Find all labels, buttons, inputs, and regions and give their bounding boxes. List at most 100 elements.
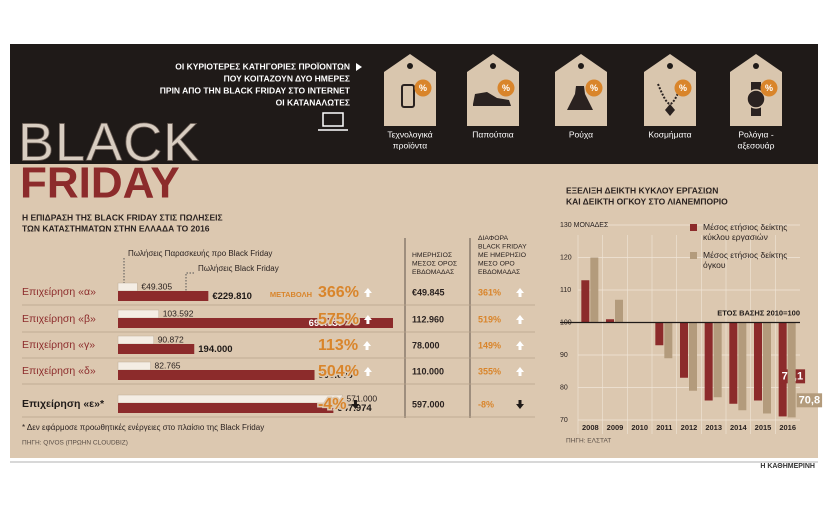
column-value: 149% [478,340,501,350]
icon [567,86,593,110]
badge-text: % [502,83,510,93]
legend-label: Πωλήσεις Παρασκευής προ Black Friday [128,249,272,258]
product: % Ρούχα [555,54,607,139]
intro-line: ΠΟΥ ΚΟΙΤΑΖΟΥΝ ΔΥΟ ΗΜΕΡΕΣ [224,73,350,83]
intro-line: ΟΙ ΚΥΡΙΟΤΕΡΕΣ ΚΑΤΗΓΟΡΙΕΣ ΠΡΟΪΟΝΤΩΝ [175,61,350,71]
bar [713,322,722,398]
logo-black: BLACK [18,112,200,172]
bar [754,322,762,401]
product-label: Τεχνολογικά [387,129,432,139]
x-tick-label: 2012 [681,423,698,432]
legend-swatch [690,252,697,259]
column-header: ΕΒΔΟΜΑΔΑΣ [478,269,520,276]
x-tick-label: 2016 [779,423,796,432]
tag-hole [490,63,496,69]
laptop-icon [318,112,348,131]
row-label: Επιχείρηση «γ» [22,339,95,351]
row-label: Επιχείρηση «α» [22,286,96,298]
column-header: ΕΒΔΟΜΑΔΑΣ [412,269,454,276]
badge-text: % [679,83,687,93]
y-tick-label: 90 [560,352,568,359]
badge-text: % [590,83,598,93]
row-label: Επιχείρηση «β» [22,313,96,325]
chart-title: ΚΑΙ ΔΕΙΚΤΗ ΟΓΚΟΥ ΣΤΟ ΛΙΑΝΕΜΠΟΡΙΟ [566,196,728,206]
y-tick-label: 130 ΜΟΝΑΔΕΣ [560,222,609,229]
source: ΠΗΓΗ: QIVOS (ΠΡΩΗΝ CLOUDBIZ) [22,440,128,447]
column-value: 78.000 [412,340,440,350]
y-tick-label: 70 [560,417,568,424]
column-value: 110.000 [412,366,444,376]
legend: Μέσος ετήσιος δείκτης κύκλου εργασιών Μέσ… [690,222,805,270]
change-arrow [363,315,372,324]
chart-title: Η ΕΠΙΔΡΑΣΗ ΤΗΣ BLACK FRIDAY ΣΤΙΣ ΠΩΛΗΣΕΙ… [22,212,223,222]
bar [655,322,664,346]
x-tick-label: 2013 [705,423,722,432]
footer-brand: Η ΚΑΘΗΜΕΡΙΝΗ [760,463,815,470]
icon [665,104,675,116]
bar [738,322,747,411]
change-arrow [351,400,360,409]
legend-box: Μέσος ετήσιος δείκτης κύκλου εργασιών Μέσ… [690,222,805,270]
column-header: ΗΜΕΡΗΣΙΟΣ [412,252,452,259]
tag-hole [667,63,673,69]
badge [497,79,515,97]
value-label: 194.000 [198,344,232,355]
change-value: 113% [318,337,358,354]
bar [606,319,614,323]
column-header: ΜΕΣΟΣ ΟΡΟΣ [412,260,457,267]
bar [680,322,688,378]
tag-hole [753,63,759,69]
pointer [356,63,362,71]
product-label: αξεσουάρ [738,140,775,150]
value-label: 547.974 [337,403,372,414]
bar-before [117,282,138,292]
footnote: * Δεν εφάρμοσε προωθητικές ενέργειες στο… [22,423,264,432]
change-value: 575% [318,311,359,328]
icon [473,92,511,106]
value-label: €49.305 [141,281,172,291]
product-label: Κοσμήματα [648,129,691,139]
bar-before [117,361,151,371]
x-tick-label: 2010 [631,423,648,432]
bar-black-friday [118,344,195,354]
x-tick-label: 2011 [656,423,672,432]
change-arrow [516,341,524,350]
value-label: €229.810 [212,291,252,302]
legend-label: Μέσος ετήσιος δείκτης όγκου [703,250,788,270]
legend-item: Μέσος ετήσιος δείκτης όγκου [690,250,805,270]
column-value: 361% [478,287,501,297]
value-label: 82.765 [155,360,181,370]
product: % Κοσμήματα [644,54,696,139]
bar [763,322,771,414]
value-label: 103.592 [163,308,194,318]
change-arrow [363,288,372,297]
badge-text: % [765,83,773,93]
column-value: 519% [478,314,501,324]
badge [585,79,603,97]
bar [615,299,623,323]
column-value: €49.845 [412,287,445,297]
bar [689,322,697,391]
source: ΠΗΓΗ: ΕΛΣΤΑΤ [566,438,611,445]
x-tick-label: 2009 [607,423,624,432]
legend-item: Μέσος ετήσιος δείκτης κύκλου εργασιών [690,222,805,242]
x-tick-label: 2015 [755,423,772,432]
column-header: BLACK FRIDAY [478,243,527,250]
chart-title: ΤΩΝ ΚΑΤΑΣΤΗΜΑΤΩΝ ΣΤΗΝ ΕΛΛΑΔΑ ΤΟ 2016 [22,223,210,233]
badge [760,79,778,97]
value-label: 571.000 [346,393,377,403]
value-label: 90.872 [158,334,184,344]
change-heading: ΜΕΤΑΒΟΛΗ [270,290,312,299]
bar-black-friday [118,403,334,413]
column-header: ΜΕΣΟ ΟΡΟ [478,260,515,267]
value-label-box [796,393,823,408]
x-tick-label: 2008 [582,423,599,432]
bar-black-friday [118,291,209,301]
product-label: Ρολόγια - [738,129,773,139]
tag-hole [407,63,413,69]
change-value: -4% [318,396,346,413]
y-tick-label: 110 [560,287,571,294]
product: % Ρολόγια -αξεσουάρ [730,54,782,150]
